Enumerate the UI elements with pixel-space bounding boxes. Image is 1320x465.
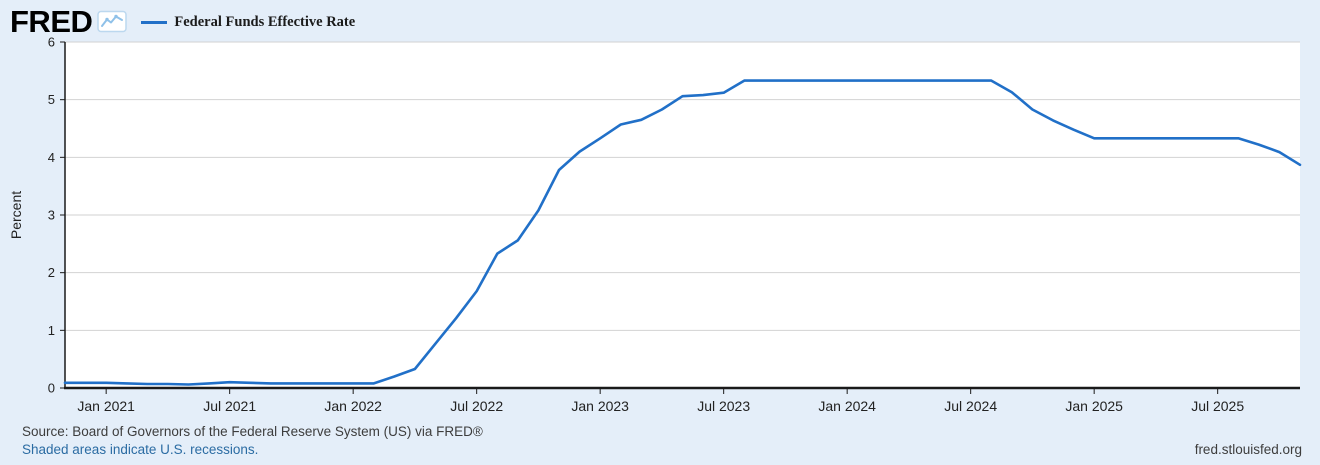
x-tick-label: Jul 2022 [450, 398, 503, 414]
legend-line-swatch [141, 20, 168, 24]
x-tick-label: Jan 2022 [324, 398, 382, 414]
chart-header: FRED Federal Funds Effective Rate [10, 5, 355, 37]
x-tick-label: Jan 2023 [571, 398, 629, 414]
y-tick-label: 3 [48, 208, 55, 223]
y-tick-label: 5 [48, 92, 55, 107]
legend: Federal Funds Effective Rate [141, 14, 355, 31]
x-tick-label: Jul 2023 [697, 398, 750, 414]
y-tick-label: 4 [48, 150, 55, 165]
series-line [63, 79, 1302, 386]
x-tick-label: Jan 2024 [818, 398, 876, 414]
line-chart-icon [97, 10, 128, 33]
fred-logo: FRED [10, 3, 128, 39]
x-tick-label: Jul 2024 [944, 398, 997, 414]
fred-site-url: fred.stlouisfed.org [1194, 442, 1302, 458]
y-axis-title: Percent [8, 191, 24, 239]
y-tick-label: 1 [48, 323, 55, 338]
x-tick-label: Jul 2021 [203, 398, 256, 414]
legend-series-label: Federal Funds Effective Rate [174, 13, 356, 30]
rate-line-chart[interactable]: 0 1 2 3 4 5 6 Jan 2021 Jul 2021 Jan 2022 Jul 2022 J… [0, 35, 1320, 421]
y-tick-label: 6 [48, 36, 55, 50]
source-attribution: Source: Board of Governors of the Federa… [22, 424, 483, 439]
x-tick-label: Jan 2025 [1065, 398, 1123, 414]
x-tick-label: Jan 2021 [77, 398, 135, 414]
y-tick-label: 0 [48, 381, 55, 396]
y-tick-label: 2 [48, 265, 55, 280]
chart-footer: Source: Board of Governors of the Federa… [22, 423, 1302, 459]
x-tick-label: Jul 2025 [1191, 398, 1244, 414]
fred-logo-text: FRED [10, 3, 93, 39]
recessions-note-link[interactable]: Shaded areas indicate U.S. recessions. [22, 442, 259, 458]
footer-notes: Source: Board of Governors of the Federa… [22, 423, 483, 459]
